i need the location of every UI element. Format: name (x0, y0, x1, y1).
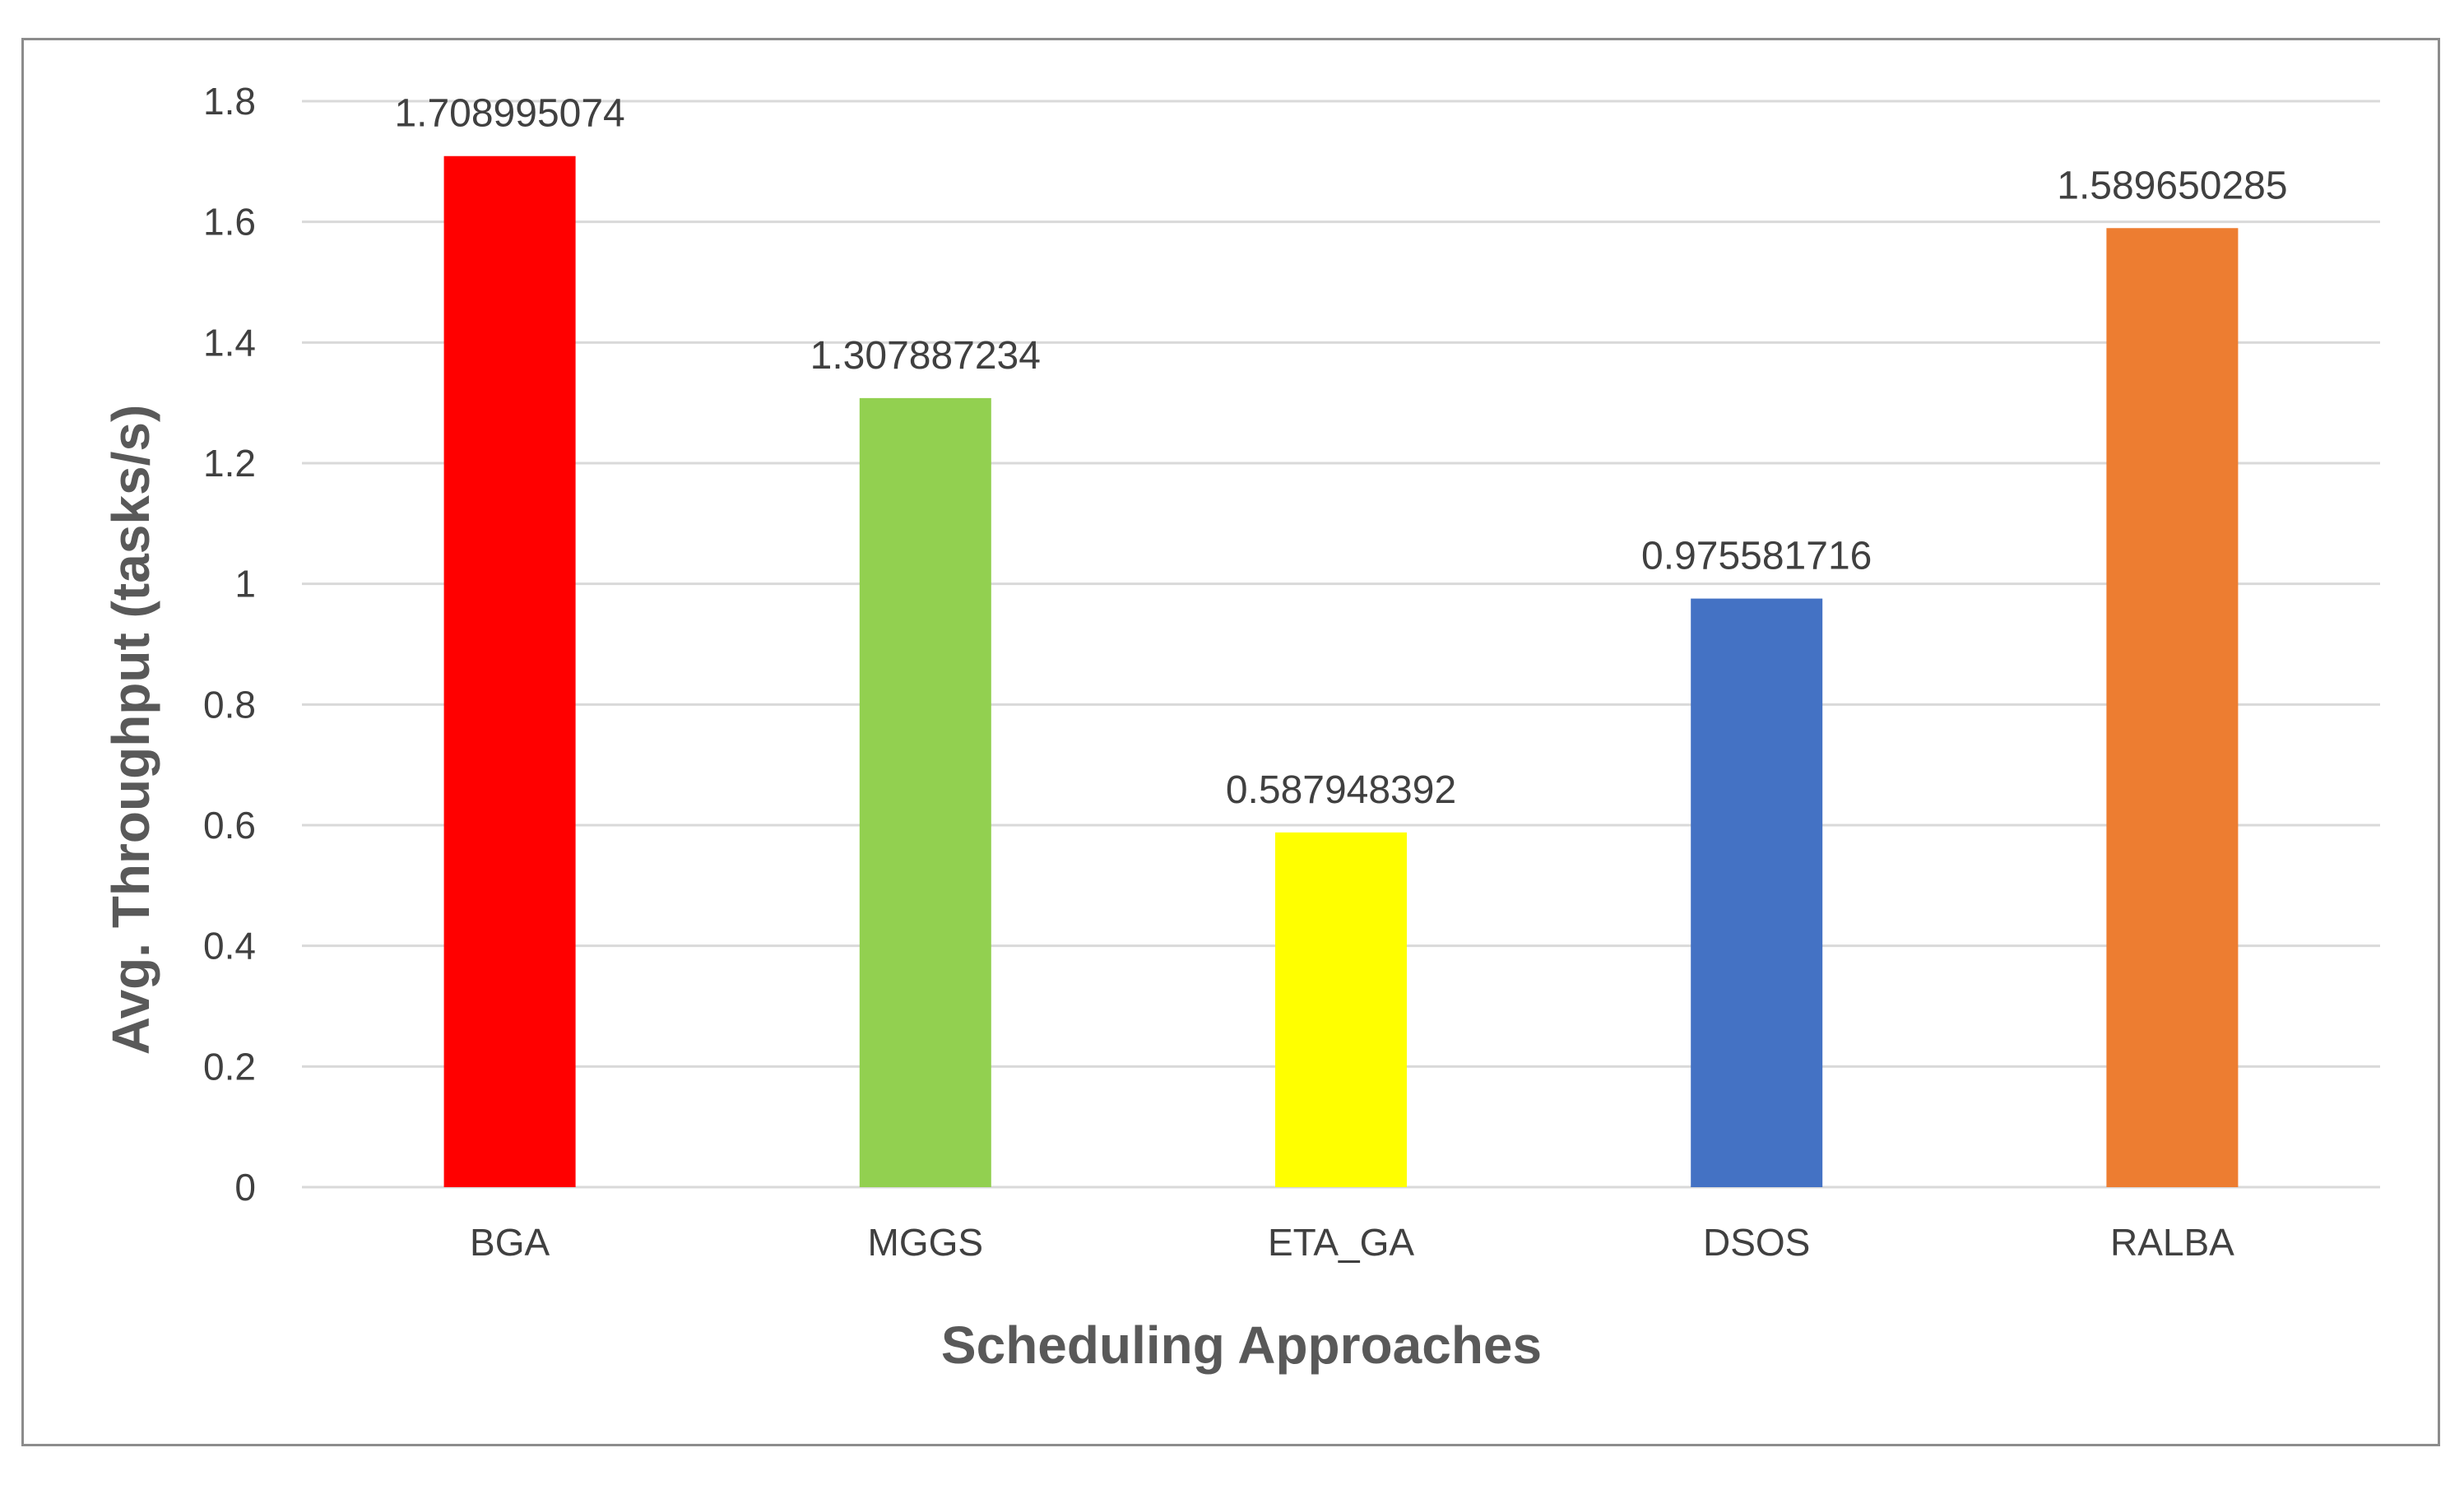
data-label: 0.975581716 (1641, 535, 1872, 578)
y-axis-title: Avg. Throughput (tasks/s) (101, 405, 160, 1056)
x-tick-label: ETA_GA (1268, 1221, 1414, 1264)
bar-mggs (859, 397, 991, 1187)
bars (443, 155, 2239, 1187)
y-tick-label: 1 (234, 563, 256, 606)
y-tick-label: 0.4 (203, 925, 256, 967)
y-tick-label: 1.4 (203, 321, 256, 364)
y-tick-label: 0.2 (203, 1045, 256, 1088)
bar-dsos (1691, 598, 1823, 1187)
y-tick-label: 1.2 (203, 442, 256, 485)
x-tick-label: DSOS (1703, 1221, 1810, 1264)
gridlines (302, 100, 2380, 1189)
bar-eta-ga (1275, 832, 1407, 1187)
bar-chart: 00.20.40.60.811.21.41.61.8 1.7089950741.… (101, 80, 2380, 1375)
y-tick-label: 1.8 (203, 80, 256, 123)
x-axis-title: Scheduling Approaches (941, 1315, 1542, 1375)
y-tick-label: 0 (234, 1166, 256, 1209)
chart-frame: 0 0.2 0.4 0.6 0.8 1 1.2 1.4 1.6 1.8 1.708995074 1.… (21, 38, 2440, 1446)
data-label: 0.587948392 (1226, 768, 1456, 812)
x-tick-label: BGA (470, 1221, 550, 1264)
y-tick-label: 1.6 (203, 201, 256, 244)
x-tick-label: RALBA (2110, 1221, 2234, 1264)
y-tick-label: 0.8 (203, 683, 256, 726)
bar-bga (443, 155, 576, 1187)
x-axis-ticks: BGA MGGS ETA_GA DSOS RALBA (470, 1221, 2234, 1264)
data-labels: 1.708995074 1.307887234 0.587948392 0.97558… (394, 92, 2287, 812)
y-axis-ticks: 0 0.2 0.4 0.6 0.8 1 1.2 1.4 1.6 1.8 (203, 80, 256, 1209)
data-label: 1.307887234 (810, 334, 1041, 378)
data-label: 1.708995074 (394, 92, 624, 136)
data-label: 1.589650285 (2057, 164, 2287, 207)
x-tick-label: MGGS (868, 1221, 984, 1264)
y-tick-label: 0.6 (203, 804, 256, 847)
bar-ralba (2106, 228, 2239, 1187)
